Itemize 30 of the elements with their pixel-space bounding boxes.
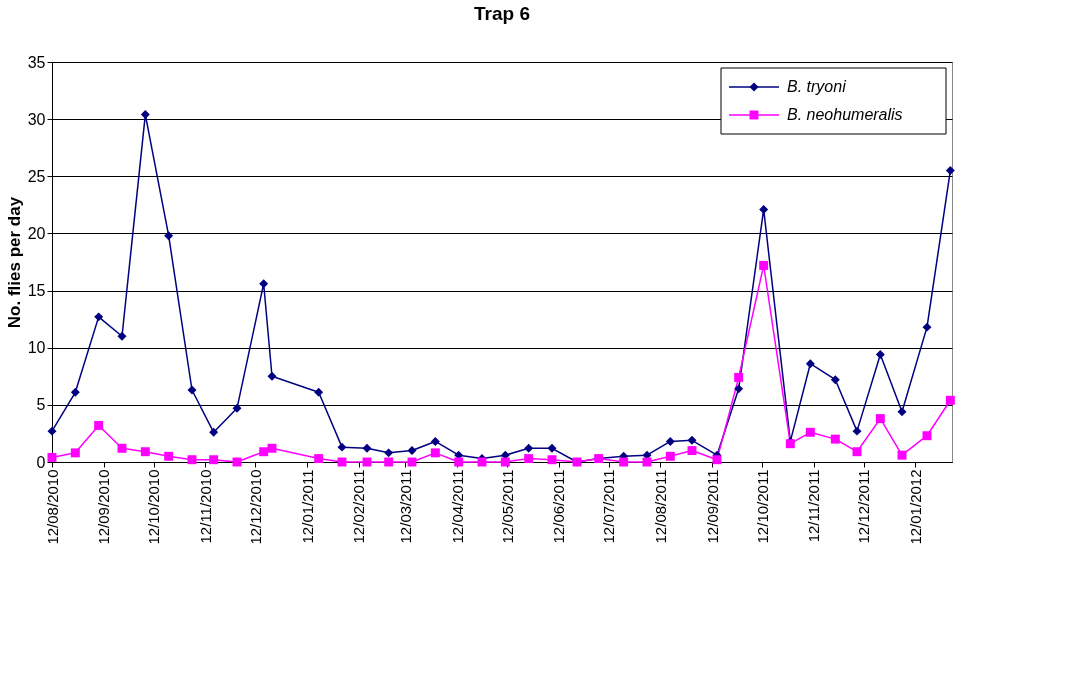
y-tick-label: 20 <box>27 224 46 242</box>
x-tick-label: 12/05/2011 <box>498 469 516 544</box>
legend-label: B. neohumeralis <box>787 106 903 123</box>
y-tick-label: 30 <box>27 110 46 128</box>
x-tick-label: 12/09/2010 <box>95 469 113 545</box>
x-tick-label: 12/11/2010 <box>196 469 214 544</box>
y-tick-label: 15 <box>27 282 46 300</box>
y-tick-label: 35 <box>27 53 46 71</box>
x-tick-label: 12/12/2011 <box>855 469 873 544</box>
y-tick-label: 0 <box>36 453 46 471</box>
x-tick-label: 12/04/2011 <box>448 469 466 544</box>
y-tick-label: 10 <box>27 339 46 357</box>
x-tick-label: 12/06/2011 <box>550 469 568 544</box>
x-tick-label: 12/12/2010 <box>246 469 264 545</box>
x-tick-label: 12/11/2011 <box>805 469 823 543</box>
y-tick-label: 25 <box>27 167 46 185</box>
x-tick-label: 12/08/2011 <box>651 469 669 544</box>
x-tick-label: 12/03/2011 <box>396 469 414 544</box>
x-tick-label: 12/07/2011 <box>600 469 618 544</box>
x-tick-label: 12/10/2010 <box>145 469 163 545</box>
x-tick-label: 12/10/2011 <box>753 469 771 544</box>
x-tick-label: 12/08/2010 <box>43 469 61 545</box>
x-tick-label: 12/01/2012 <box>906 469 924 545</box>
chart-title: Trap 6 <box>474 3 530 24</box>
x-tick-label: 12/09/2011 <box>703 469 721 544</box>
x-tick-label: 12/02/2011 <box>350 469 368 544</box>
y-axis-title: No. flies per day <box>4 196 24 329</box>
y-tick-label: 5 <box>36 396 46 414</box>
legend-label: B. tryoni <box>787 78 847 95</box>
x-tick-label: 12/01/2011 <box>298 469 316 544</box>
